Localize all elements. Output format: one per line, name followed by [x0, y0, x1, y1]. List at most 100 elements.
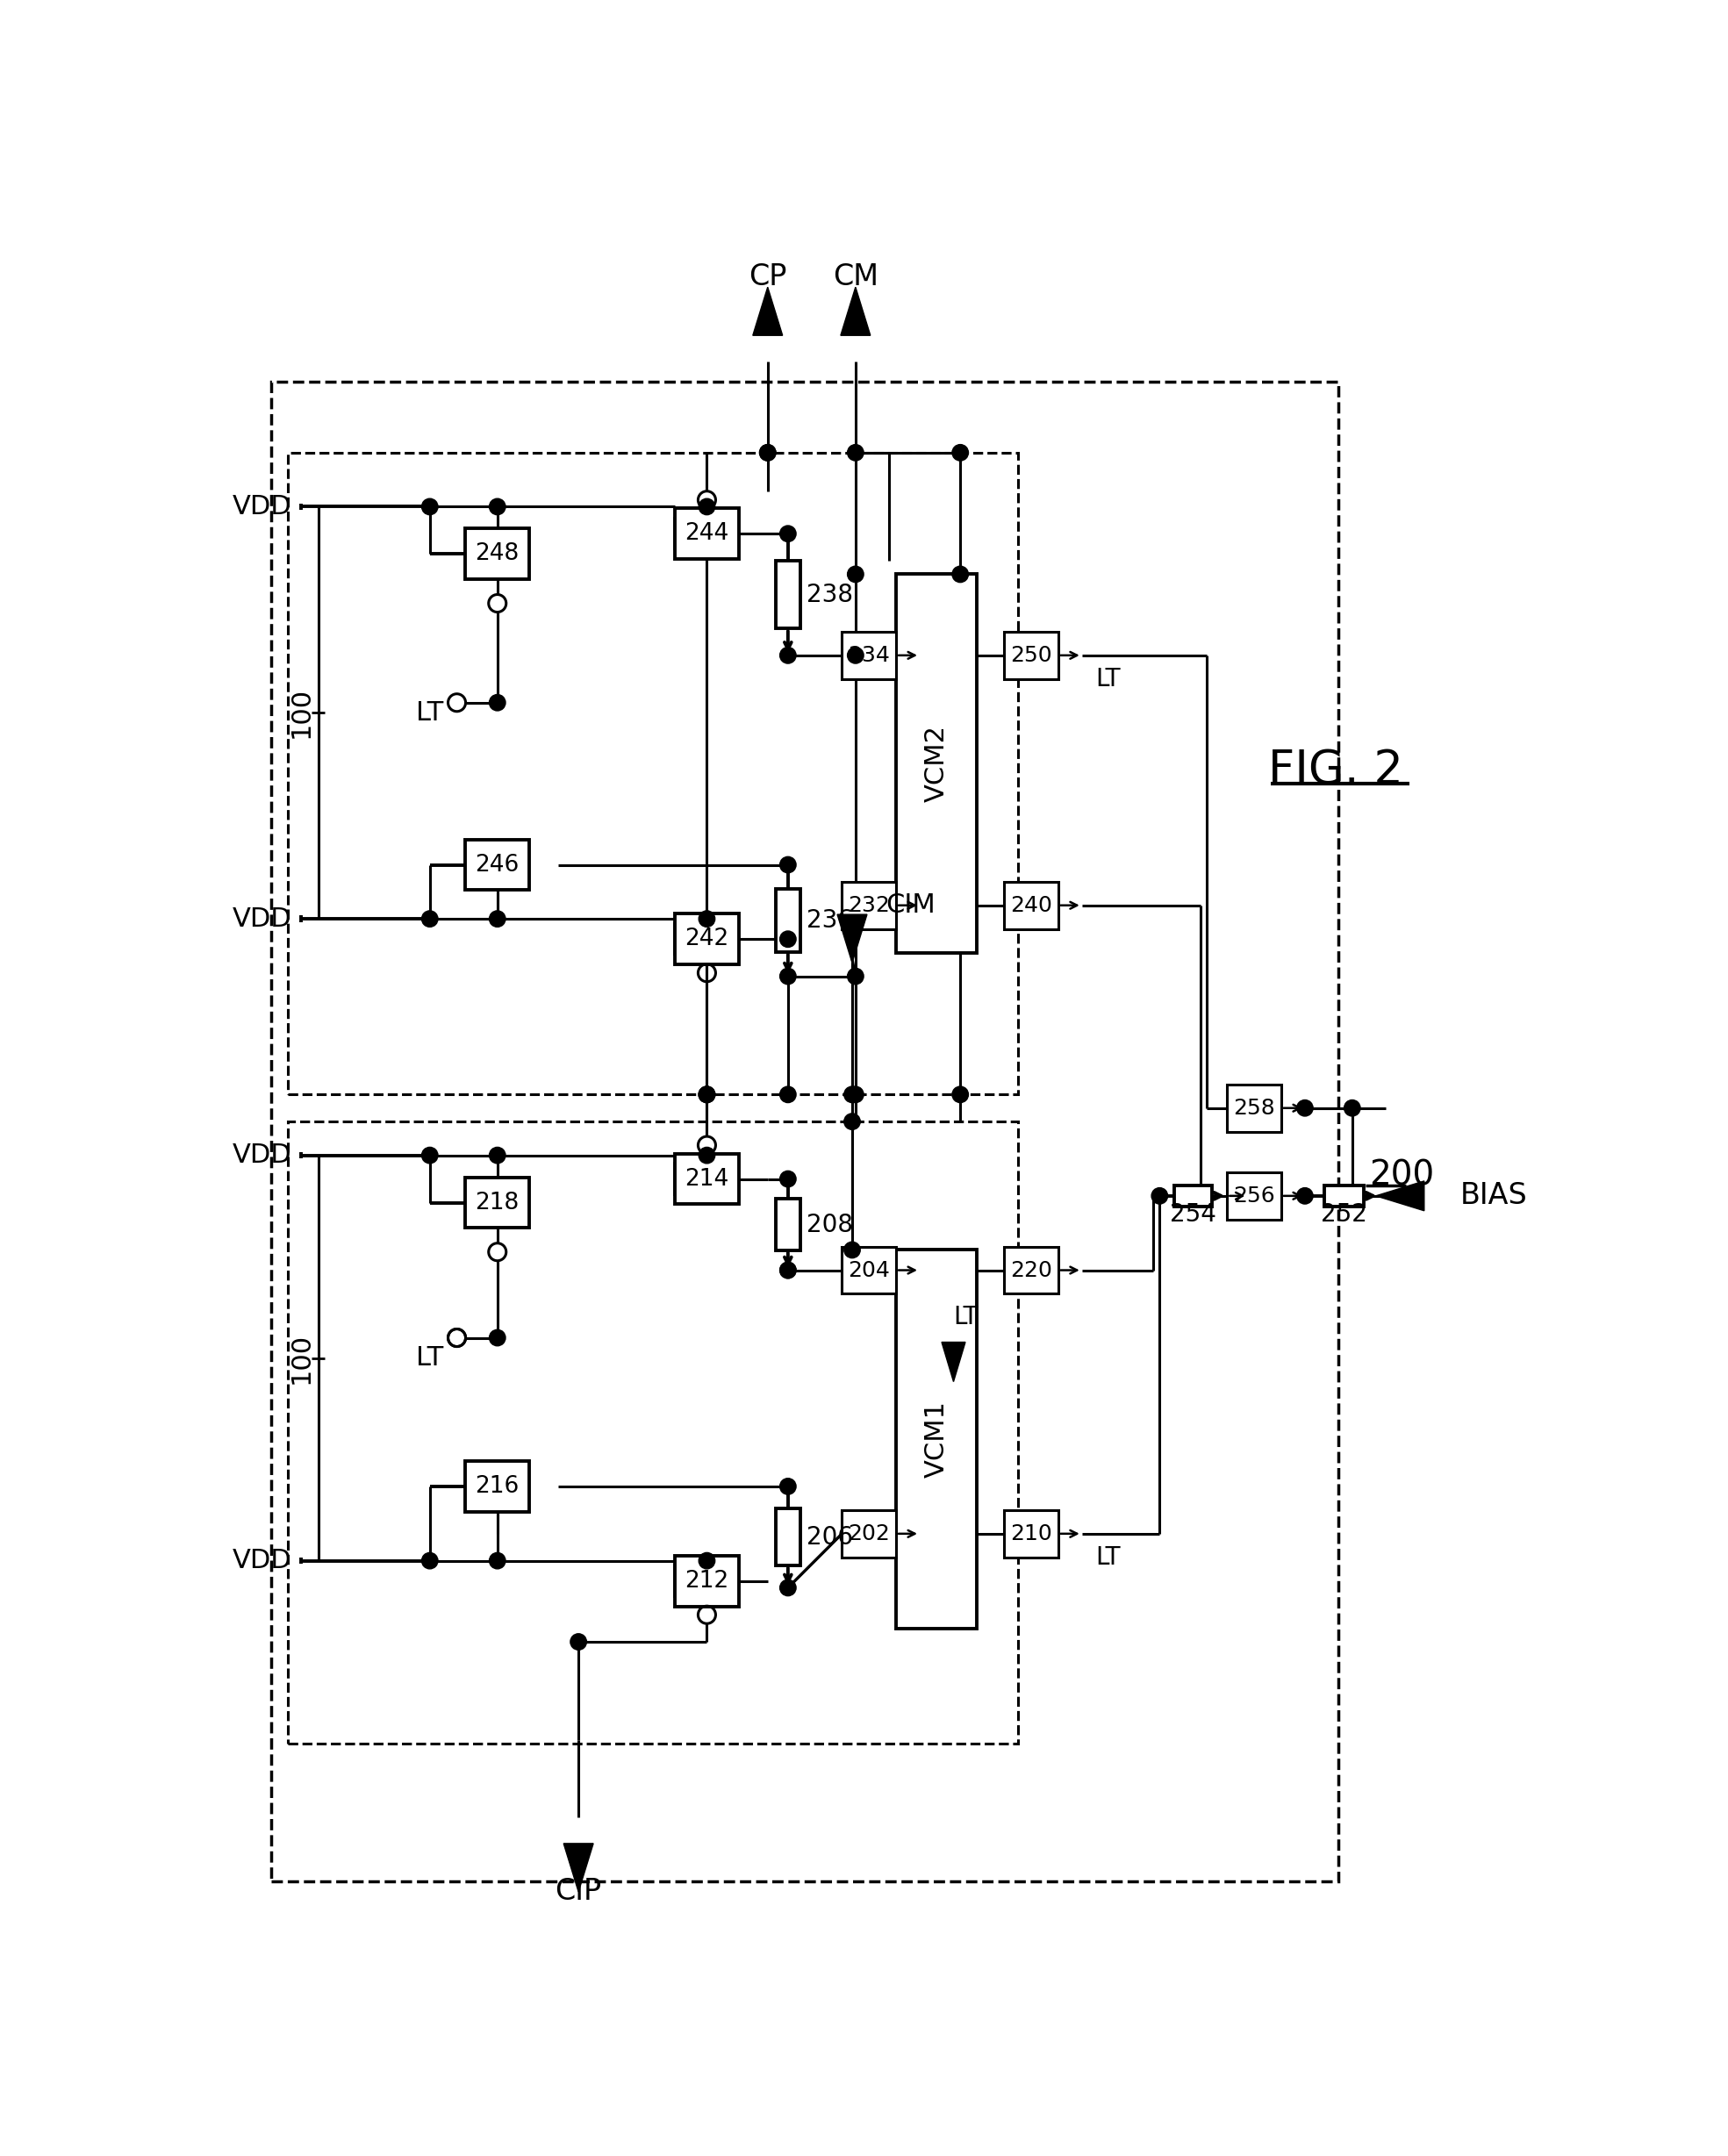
Text: VCM1: VCM1 — [924, 1401, 949, 1477]
Text: CP: CP — [748, 263, 786, 291]
Text: BIAS: BIAS — [1460, 1181, 1528, 1210]
Bar — [465, 839, 529, 890]
Circle shape — [698, 1552, 715, 1570]
Circle shape — [847, 647, 864, 664]
Circle shape — [847, 444, 864, 461]
Text: 250: 250 — [1011, 645, 1052, 666]
Text: 258: 258 — [1234, 1097, 1275, 1119]
Circle shape — [779, 1261, 797, 1279]
Bar — [897, 1250, 976, 1628]
Circle shape — [843, 1112, 861, 1130]
Circle shape — [843, 1242, 861, 1259]
Text: LT: LT — [1096, 666, 1120, 692]
Circle shape — [489, 910, 506, 927]
Polygon shape — [1375, 1181, 1424, 1212]
Bar — [897, 573, 976, 953]
Polygon shape — [942, 1343, 966, 1382]
Text: 220: 220 — [1011, 1259, 1052, 1281]
Circle shape — [422, 498, 437, 515]
Circle shape — [489, 498, 506, 515]
Polygon shape — [838, 914, 867, 964]
Text: 218: 218 — [475, 1192, 520, 1214]
Text: LT: LT — [416, 1345, 444, 1371]
Text: 208: 208 — [807, 1212, 854, 1238]
Circle shape — [779, 856, 797, 873]
Bar — [1227, 1173, 1280, 1220]
Text: CM: CM — [833, 263, 878, 291]
Text: 210: 210 — [1011, 1522, 1052, 1544]
Text: 252: 252 — [1320, 1203, 1367, 1227]
Text: 216: 216 — [475, 1475, 520, 1498]
Bar — [289, 453, 1018, 1095]
Bar — [1004, 1246, 1058, 1294]
Polygon shape — [563, 1843, 593, 1891]
Text: LT: LT — [416, 701, 444, 724]
Bar — [842, 1509, 897, 1557]
Text: 100: 100 — [289, 1332, 314, 1384]
Text: VDD: VDD — [232, 906, 292, 931]
Text: CIP: CIP — [555, 1878, 601, 1906]
Text: 212: 212 — [684, 1570, 729, 1593]
Bar — [465, 528, 529, 580]
Text: VDD: VDD — [232, 1143, 292, 1169]
Circle shape — [422, 1552, 437, 1570]
Bar — [1004, 632, 1058, 679]
Circle shape — [1296, 1188, 1313, 1203]
Circle shape — [779, 1479, 797, 1494]
Circle shape — [422, 1147, 437, 1164]
Bar — [1004, 1509, 1058, 1557]
Circle shape — [489, 1552, 506, 1570]
Circle shape — [698, 1147, 715, 1164]
Text: 240: 240 — [1011, 895, 1052, 916]
Bar — [289, 1121, 1018, 1744]
Circle shape — [489, 694, 506, 711]
Text: 200: 200 — [1369, 1160, 1434, 1192]
Circle shape — [779, 1087, 797, 1102]
Text: 202: 202 — [848, 1522, 890, 1544]
Circle shape — [760, 444, 776, 461]
Text: 246: 246 — [475, 854, 520, 875]
Text: 256: 256 — [1234, 1186, 1275, 1207]
Text: 236: 236 — [807, 908, 854, 934]
Circle shape — [779, 1261, 797, 1279]
Circle shape — [698, 910, 715, 927]
Text: CIM: CIM — [886, 893, 937, 918]
Text: VDD: VDD — [232, 1548, 292, 1574]
Circle shape — [1296, 1100, 1313, 1117]
Bar — [465, 1177, 529, 1229]
Text: 214: 214 — [684, 1169, 729, 1190]
Circle shape — [952, 1087, 968, 1102]
Text: 254: 254 — [1170, 1203, 1217, 1227]
Circle shape — [779, 526, 797, 541]
Circle shape — [847, 1087, 864, 1102]
Text: LT: LT — [1096, 1546, 1120, 1570]
Circle shape — [847, 567, 864, 582]
Bar — [1004, 882, 1058, 929]
Circle shape — [779, 968, 797, 985]
Circle shape — [698, 1087, 715, 1102]
Text: FIG. 2: FIG. 2 — [1268, 748, 1403, 793]
Circle shape — [489, 1330, 506, 1345]
Text: 204: 204 — [848, 1259, 890, 1281]
Bar — [465, 1462, 529, 1511]
Circle shape — [570, 1634, 586, 1649]
Circle shape — [422, 910, 437, 927]
Circle shape — [843, 1087, 861, 1102]
Circle shape — [698, 1087, 715, 1102]
Text: 244: 244 — [684, 522, 729, 545]
Circle shape — [760, 444, 776, 461]
Text: VCM2: VCM2 — [924, 724, 949, 802]
Bar — [776, 1199, 800, 1250]
Bar — [271, 382, 1339, 1882]
Text: LT: LT — [954, 1304, 978, 1330]
Circle shape — [1344, 1100, 1360, 1117]
Bar — [842, 1246, 897, 1294]
Text: 234: 234 — [848, 645, 890, 666]
Circle shape — [489, 1147, 506, 1164]
Bar — [674, 1153, 740, 1205]
Bar — [674, 914, 740, 964]
Bar — [776, 888, 800, 951]
Circle shape — [779, 1171, 797, 1188]
Circle shape — [847, 968, 864, 985]
Circle shape — [952, 567, 968, 582]
